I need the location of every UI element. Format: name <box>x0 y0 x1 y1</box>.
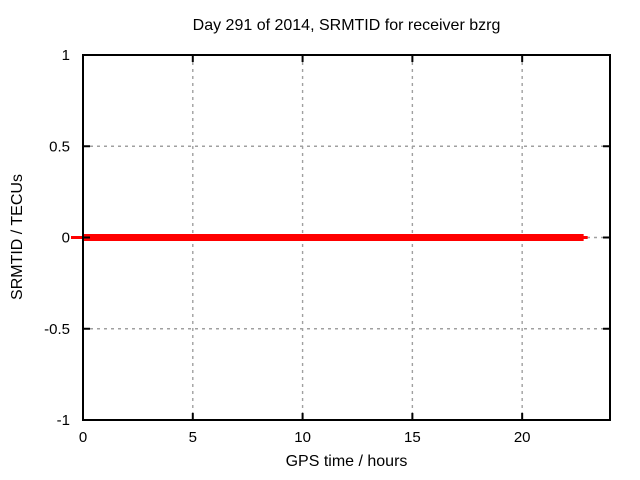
x-axis-label: GPS time / hours <box>285 453 408 470</box>
y-tick-label: -1 <box>57 412 70 429</box>
x-tick-label: 0 <box>79 429 87 446</box>
chart-title: Day 291 of 2014, SRMTID for receiver bzr… <box>192 17 501 34</box>
x-tick-label: 15 <box>404 429 421 446</box>
x-tick-label: 5 <box>189 429 197 446</box>
y-axis-label: SRMTID / TECUs <box>9 174 26 300</box>
x-tick-label: 20 <box>514 429 531 446</box>
x-tick-label: 10 <box>294 429 311 446</box>
y-tick-label: -0.5 <box>44 321 70 338</box>
y-tick-label: 0.5 <box>49 138 70 155</box>
y-tick-label: 1 <box>62 47 70 64</box>
y-tick-label: 0 <box>62 230 70 247</box>
